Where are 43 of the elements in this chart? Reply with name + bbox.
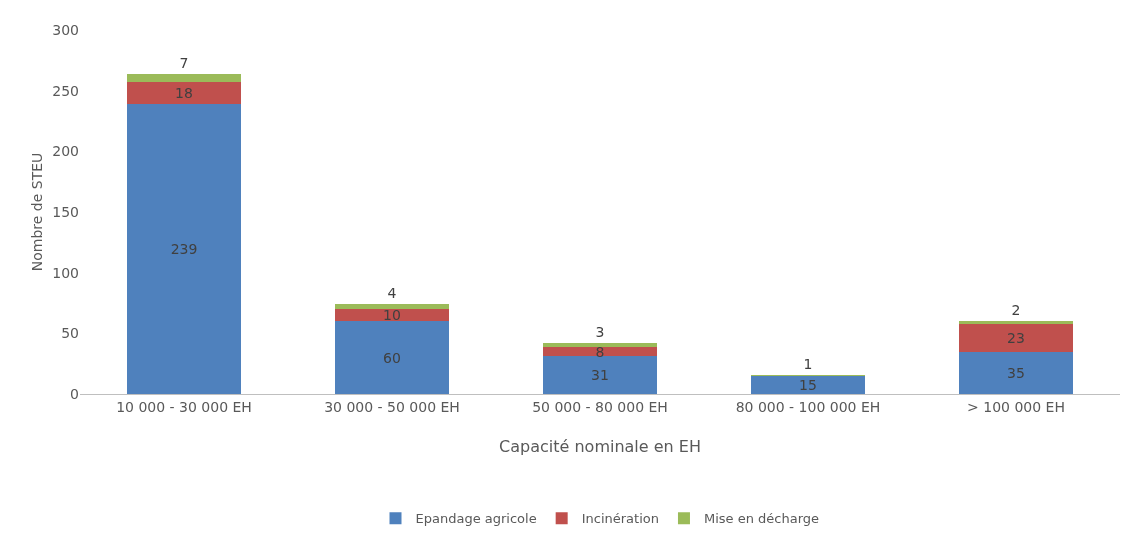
bar bbox=[958, 321, 1074, 324]
bar bbox=[750, 375, 866, 394]
x-tick-label: > 100 000 EH bbox=[967, 398, 1065, 415]
y-tick-label: 250 bbox=[52, 82, 79, 99]
legend-label: Incinération bbox=[581, 511, 659, 527]
x-tick-label: 30 000 - 50 000 EH bbox=[324, 398, 460, 415]
data-label: 35 bbox=[1007, 364, 1025, 381]
x-tick-label: 10 000 - 30 000 EH bbox=[116, 398, 252, 415]
bar bbox=[958, 323, 1074, 352]
data-label: 239 bbox=[170, 241, 198, 258]
bar bbox=[542, 343, 658, 347]
data-label: 4 bbox=[387, 285, 397, 302]
data-label: 8 bbox=[595, 343, 605, 360]
bar bbox=[958, 351, 1074, 394]
legend-label: Epandage agricole bbox=[415, 511, 537, 527]
data-label: 15 bbox=[799, 376, 817, 393]
y-tick-label: 150 bbox=[52, 203, 79, 220]
bar bbox=[334, 321, 450, 394]
bar bbox=[126, 73, 242, 83]
data-label: 3 bbox=[595, 324, 605, 341]
y-tick-label: 0 bbox=[70, 385, 79, 402]
bar bbox=[542, 356, 658, 394]
y-tick-label: 200 bbox=[52, 143, 79, 160]
x-tick-label: 80 000 - 100 000 EH bbox=[735, 398, 881, 415]
data-label: 1 bbox=[803, 355, 813, 372]
data-label: 10 bbox=[383, 307, 401, 324]
y-tick-label: 300 bbox=[52, 21, 79, 38]
legend-label: Mise en décharge bbox=[703, 511, 820, 527]
bar bbox=[126, 82, 242, 105]
data-label: 2 bbox=[1011, 302, 1021, 319]
bar bbox=[334, 304, 450, 310]
data-label: 31 bbox=[591, 367, 609, 384]
data-label: 60 bbox=[383, 349, 401, 366]
data-label: 23 bbox=[1007, 329, 1025, 346]
bar bbox=[334, 309, 450, 322]
bar bbox=[126, 104, 242, 394]
y-tick-label: 50 bbox=[61, 325, 79, 342]
x-tick-label: 50 000 - 80 000 EH bbox=[532, 398, 668, 415]
data-label: 18 bbox=[175, 85, 193, 102]
y-tick-label: 100 bbox=[52, 264, 79, 281]
y-axis-title: Nombre de STEU bbox=[29, 152, 45, 272]
data-label: 7 bbox=[179, 54, 189, 71]
x-axis-title: Capacité nominale en EH bbox=[499, 437, 701, 456]
